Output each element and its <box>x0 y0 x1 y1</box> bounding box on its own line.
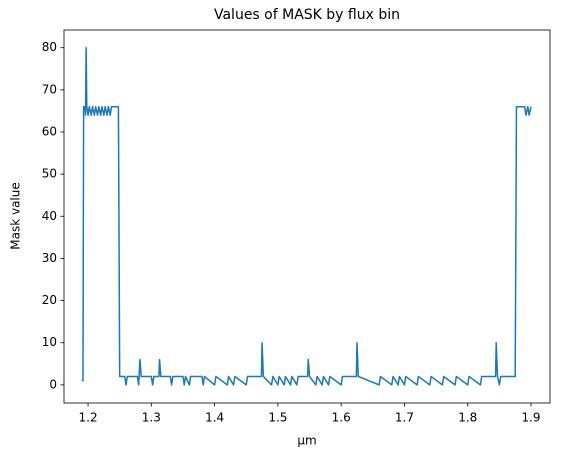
y-axis-label: Mask value <box>9 182 23 250</box>
y-tick-label: 50 <box>42 167 57 181</box>
y-tick-label: 10 <box>42 335 57 349</box>
data-line <box>81 46 532 386</box>
y-tick-label: 60 <box>42 124 57 138</box>
x-tick-label: 1.9 <box>521 411 540 425</box>
x-tick-label: 1.6 <box>332 411 351 425</box>
x-tick-label: 1.8 <box>458 411 477 425</box>
x-axis-label: µm <box>297 434 316 448</box>
x-tick-label: 1.5 <box>268 411 287 425</box>
y-tick-label: 80 <box>42 40 57 54</box>
x-tick-label: 1.3 <box>142 411 161 425</box>
y-tick-label: 30 <box>42 251 57 265</box>
y-tick-label: 0 <box>49 377 57 391</box>
chart-title: Values of MASK by flux bin <box>214 7 400 23</box>
x-tick-label: 1.7 <box>395 411 414 425</box>
x-tick-label: 1.2 <box>79 411 98 425</box>
y-tick-label: 20 <box>42 293 57 307</box>
x-tick-label: 1.4 <box>205 411 224 425</box>
y-tick-label: 40 <box>42 209 57 223</box>
y-tick-label: 70 <box>42 82 57 96</box>
plot-frame <box>63 29 551 404</box>
